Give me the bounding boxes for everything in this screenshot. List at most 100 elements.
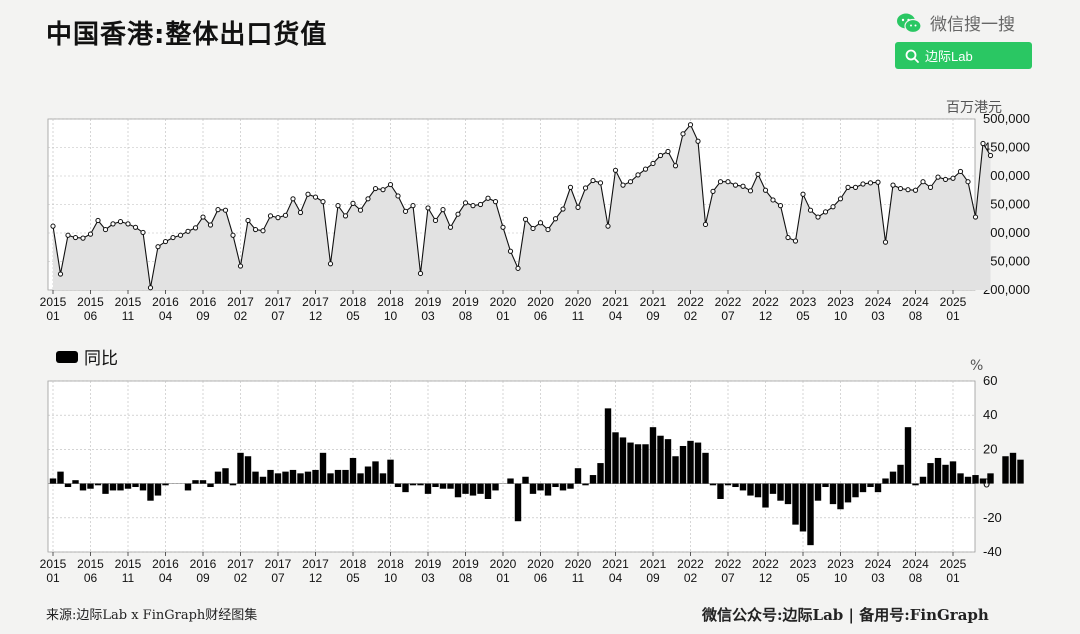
yoy-bar [282,471,289,484]
bar-unit-label: % [970,358,984,374]
yoy-bar [627,442,634,484]
bar-xtick-year: 2020 [490,557,517,571]
line-point [312,194,319,200]
line-xtick-month: 05 [346,309,360,323]
yoy-bar [244,456,252,484]
source-note: 来源:边际Lab x FinGraph财经图集 [46,608,258,623]
bar-xtick-year: 2022 [677,557,704,571]
yoy-bar [927,463,934,484]
yoy-bar [949,461,957,484]
line-point [732,182,739,188]
yoy-bar [364,466,372,484]
bar-xtick-month: 07 [271,571,285,585]
bar-xtick-year: 2015 [40,557,67,571]
line-point [245,217,251,224]
line-ytick-label: 400,000 [983,168,1030,183]
line-xtick-month: 10 [834,309,848,323]
search-icon [905,49,919,63]
line-point [635,172,641,178]
wechat-search-brand[interactable]: 微信搜一搜 [896,10,1015,35]
bar-xtick-year: 2023 [827,557,854,571]
line-point [740,183,746,189]
bar-xtick-month: 08 [459,571,473,585]
line-point [800,191,806,197]
yoy-bar [87,483,94,489]
line-xtick-month: 10 [384,309,398,323]
yoy-bar [432,483,439,488]
yoy-bar [777,483,784,501]
yoy-bar [477,483,484,494]
line-point [845,184,851,190]
line-point [717,179,724,185]
line-ytick-label: 500,000 [983,111,1030,126]
yoy-bar [649,427,657,484]
line-point [305,191,311,197]
line-xtick-month: 12 [309,309,323,323]
yoy-bar [657,435,664,484]
line-point [665,148,671,155]
bar-xtick-year: 2021 [640,557,667,571]
yoy-bar [664,439,672,484]
line-point [132,224,139,230]
yoy-bar [124,483,132,489]
yoy-bar [882,478,889,484]
line-point [972,214,979,220]
yoy-bar [192,480,199,484]
line-xtick-year: 2019 [415,295,442,309]
line-point [417,270,424,277]
line-point [725,179,731,185]
line-point [515,265,521,271]
line-xtick-year: 2016 [190,295,217,309]
line-point [582,185,589,191]
yoy-bar [874,483,882,493]
bar-xtick-year: 2020 [527,557,554,571]
yoy-bar [784,483,792,505]
bar-legend: 同比 [56,344,118,369]
line-point [642,166,649,172]
bar-xtick-month: 07 [721,571,735,585]
bar-xtick-month: 12 [309,571,323,585]
yoy-bar [904,427,912,484]
line-point [140,229,146,236]
line-point [612,167,619,173]
line-point [207,222,214,228]
yoy-bar [387,459,394,484]
yoy-bar [822,483,829,488]
line-xtick-month: 03 [871,309,885,323]
line-xtick-year: 2023 [790,295,817,309]
yoy-bar [987,473,994,484]
line-point [852,184,859,190]
bar-xtick-month: 04 [159,571,173,585]
line-point [762,187,769,193]
yoy-bar [102,483,109,494]
search-button[interactable]: 边际Lab [895,42,1032,69]
line-point [350,200,356,206]
bar-xtick-month: 04 [609,571,623,585]
line-point [200,214,206,220]
line-point [837,196,844,202]
line-xtick-year: 2022 [715,295,742,309]
line-point [410,203,416,209]
yoy-bar [1002,456,1009,484]
line-ytick-label: 300,000 [983,225,1030,240]
line-point [425,205,431,211]
line-point [170,234,176,241]
line-point [432,217,439,224]
yoy-bar [852,483,859,498]
yoy-bar [312,469,319,484]
line-point [492,199,499,205]
yoy-bar [454,483,462,498]
line-point [462,200,469,206]
bar-xtick-year: 2017 [265,557,292,571]
line-point [815,214,821,220]
line-point [942,176,949,183]
bar-xtick-month: 12 [759,571,773,585]
yoy-bar [117,483,124,491]
bar-xtick-year: 2015 [77,557,104,571]
line-point [477,201,484,208]
wechat-icon [897,13,922,33]
line-point [567,184,574,190]
line-point [545,226,551,233]
yoy-bar [859,483,867,493]
yoy-bar [1017,459,1024,484]
